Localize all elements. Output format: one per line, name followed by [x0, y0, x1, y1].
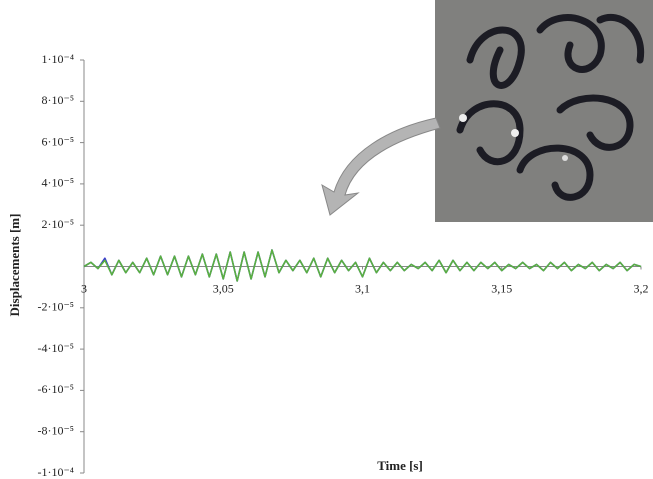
- data-line: [83, 249, 642, 282]
- y-tick-label: -6·10⁻⁵: [37, 382, 74, 396]
- y-tick-label: -8·10⁻⁵: [37, 423, 74, 437]
- photo-inset: [435, 0, 653, 222]
- y-tick-label: -1·10⁻⁴: [37, 465, 74, 479]
- x-tick-label: 3,15: [491, 281, 512, 295]
- y-tick-label: 2·10⁻⁵: [41, 217, 74, 231]
- chip: [516, 144, 594, 201]
- chip: [556, 94, 634, 151]
- y-tick-label: 4·10⁻⁵: [41, 176, 74, 190]
- glint: [511, 129, 519, 137]
- y-tick-label: -4·10⁻⁵: [37, 341, 74, 355]
- y-tick-label: 8·10⁻⁵: [41, 93, 74, 107]
- chip: [536, 14, 605, 73]
- chip: [466, 26, 525, 89]
- chip: [456, 100, 524, 166]
- glint: [562, 155, 568, 161]
- x-axis-title: Time [s]: [377, 458, 423, 473]
- y-tick-label: 1·10⁻⁴: [41, 52, 74, 66]
- chip: [596, 13, 645, 64]
- x-tick-label: 3: [81, 281, 87, 295]
- callout-arrow: [321, 117, 441, 216]
- x-tick-label: 3,2: [634, 281, 649, 295]
- y-tick-label: 6·10⁻⁵: [41, 134, 74, 148]
- y-axis-title: Displacements [m]: [7, 214, 22, 317]
- x-tick-label: 3,05: [213, 281, 234, 295]
- glint: [459, 114, 467, 122]
- x-tick-label: 3,1: [355, 281, 370, 295]
- y-tick-label: -2·10⁻⁵: [37, 300, 74, 314]
- chips: [456, 13, 645, 201]
